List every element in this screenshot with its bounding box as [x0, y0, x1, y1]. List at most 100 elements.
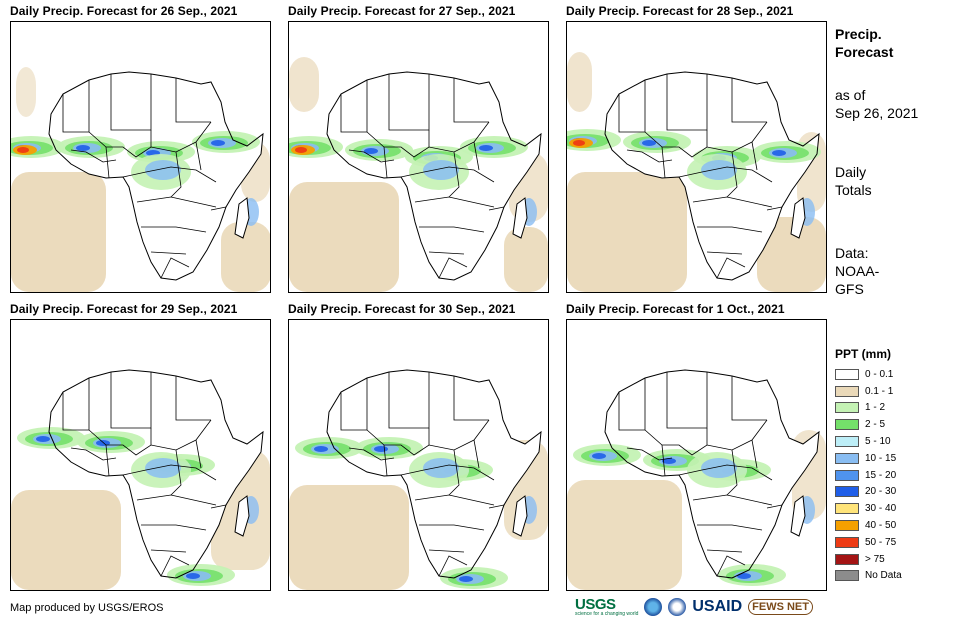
light-rain-area — [11, 490, 121, 590]
legend-swatch — [835, 402, 859, 414]
legend-swatch — [835, 385, 859, 397]
legend-label: 15 - 20 — [865, 469, 897, 481]
nws-logo-icon — [668, 597, 687, 616]
country-border — [160, 555, 190, 577]
legend-swatch — [835, 419, 859, 431]
sidebar-data-source: Data: NOAA- GFS — [835, 245, 880, 297]
rainfall-area — [295, 147, 307, 153]
rainfall-area — [17, 147, 29, 153]
madagascar — [234, 495, 250, 537]
country-border — [661, 146, 666, 179]
country-border — [210, 504, 227, 509]
legend-label: No Data — [865, 570, 902, 582]
rainfall-area — [642, 140, 656, 146]
legend-item: 10 - 15 — [835, 450, 902, 467]
country-border — [348, 447, 395, 461]
country-border — [62, 80, 90, 133]
country-border — [141, 226, 207, 233]
legend-label: 0.1 - 1 — [865, 385, 894, 397]
country-border — [438, 555, 468, 577]
country-border — [453, 376, 489, 421]
country-border — [678, 464, 773, 481]
rainfall-area — [662, 458, 676, 464]
country-border — [716, 555, 746, 577]
light-rain-area — [289, 57, 319, 112]
country-border — [678, 166, 773, 183]
legend-item: No Data — [835, 568, 902, 585]
country-border — [195, 439, 202, 469]
map-credit: Map produced by USGS/EROS — [10, 602, 164, 614]
rainfall-area — [573, 140, 585, 146]
country-border — [400, 166, 495, 183]
country-border — [122, 166, 217, 183]
legend-item: > 75 — [835, 551, 902, 568]
panel-title: Daily Precip. Forecast for 30 Sep., 2021 — [288, 302, 516, 316]
rainfall-area — [145, 160, 181, 180]
usaid-logo: USAID — [692, 597, 743, 615]
country-border — [62, 378, 90, 431]
country-border — [766, 504, 783, 509]
country-border — [110, 372, 152, 429]
light-rain-area — [567, 52, 592, 112]
light-rain-area — [757, 217, 826, 292]
country-border — [428, 549, 465, 553]
madagascar — [790, 495, 806, 537]
country-border — [726, 151, 738, 198]
rainfall-area — [701, 458, 737, 478]
country-border — [170, 151, 182, 198]
map-africa — [566, 319, 827, 591]
noaa-logo-icon — [644, 597, 663, 616]
panel-title: Daily Precip. Forecast for 29 Sep., 2021 — [10, 302, 238, 316]
madagascar — [790, 197, 806, 239]
legend-label: 20 - 30 — [865, 486, 897, 498]
country-border — [661, 444, 666, 477]
country-border — [150, 251, 187, 255]
country-border — [731, 376, 767, 421]
legend-label: > 75 — [865, 553, 885, 565]
map-africa — [288, 21, 549, 293]
legend-item: 50 - 75 — [835, 534, 902, 551]
country-border — [150, 549, 187, 553]
legend-item: 30 - 40 — [835, 500, 902, 517]
country-border — [160, 257, 190, 279]
legend-label: 2 - 5 — [865, 419, 886, 431]
rainfall-area — [36, 436, 50, 442]
country-border — [666, 74, 708, 131]
country-border — [751, 439, 758, 469]
panel-title: Daily Precip. Forecast for 26 Sep., 2021 — [10, 4, 238, 18]
country-border — [366, 121, 490, 158]
madagascar — [512, 495, 528, 537]
country-border — [731, 78, 767, 123]
country-border — [105, 444, 110, 477]
country-border — [195, 141, 202, 171]
country-border — [697, 226, 763, 233]
legend-title: PPT (mm) — [835, 347, 892, 361]
map-africa — [566, 21, 827, 293]
country-border — [175, 376, 211, 421]
country-border — [706, 549, 743, 553]
country-border — [122, 464, 217, 481]
logo-strip: USGS science for a changing world USAID … — [575, 596, 813, 617]
country-border — [70, 447, 117, 461]
country-border — [644, 419, 768, 456]
legend-item: 15 - 20 — [835, 467, 902, 484]
light-rain-area — [16, 67, 36, 117]
country-border — [448, 449, 460, 496]
map-africa — [10, 21, 271, 293]
rainfall-area — [76, 145, 90, 151]
legend-label: 1 - 2 — [865, 402, 886, 414]
legend-item: 40 - 50 — [835, 517, 902, 534]
legend-label: 50 - 75 — [865, 536, 897, 548]
country-border — [340, 80, 368, 133]
country-border — [488, 504, 505, 509]
country-border — [453, 78, 489, 123]
legend-item: 0 - 0.1 — [835, 366, 902, 383]
rainfall-area — [423, 458, 459, 478]
madagascar — [512, 197, 528, 239]
country-border — [766, 206, 783, 211]
rainfall-area — [459, 576, 473, 582]
country-border — [366, 419, 490, 456]
country-border — [175, 78, 211, 123]
country-border — [400, 464, 495, 481]
country-border — [626, 149, 673, 163]
